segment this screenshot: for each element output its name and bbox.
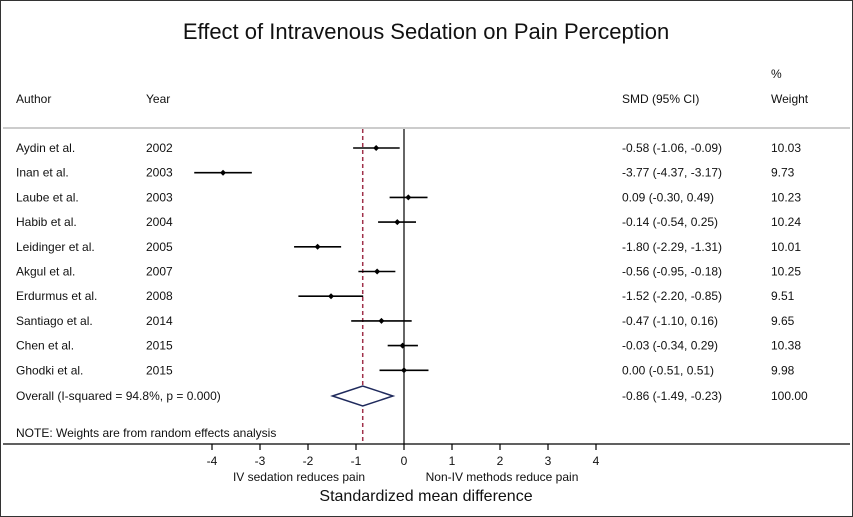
x-tick-label: 2: [497, 454, 504, 468]
study-row: Erdurmus et al. 2008 -1.52 (-2.20, -0.85) 9…: [16, 289, 795, 303]
x-tick-label: -2: [303, 454, 314, 468]
study-smd-ci: -0.47 (-1.10, 0.16): [622, 314, 718, 328]
study-smd-ci: -0.14 (-0.54, 0.25): [622, 215, 718, 229]
x-tick-label: -1: [351, 454, 362, 468]
study-point: [399, 342, 406, 349]
study-author: Erdurmus et al.: [16, 289, 97, 303]
study-point: [314, 243, 321, 250]
study-year: 2002: [146, 141, 173, 155]
weight-header: Weight: [771, 92, 809, 106]
study-weight: 9.65: [771, 314, 795, 328]
x-tick-label: 1: [449, 454, 456, 468]
study-year: 2007: [146, 265, 173, 279]
study-weight: 9.51: [771, 289, 795, 303]
study-weight: 9.98: [771, 363, 795, 377]
study-weight: 10.24: [771, 215, 801, 229]
study-point: [220, 169, 227, 176]
study-year: 2008: [146, 289, 173, 303]
left-direction-label: IV sedation reduces pain: [233, 470, 365, 484]
study-row: Inan et al. 2003 -3.77 (-4.37, -3.17) 9.73: [16, 166, 795, 180]
study-row: Santiago et al. 2014 -0.47 (-1.10, 0.16) 9.…: [16, 314, 795, 328]
study-point: [401, 367, 407, 374]
x-tick-label: -4: [207, 454, 218, 468]
study-smd-ci: -1.80 (-2.29, -1.31): [622, 240, 722, 254]
study-year: 2015: [146, 363, 173, 377]
study-weight: 10.25: [771, 265, 801, 279]
study-smd-ci: -3.77 (-4.37, -3.17): [622, 166, 722, 180]
study-row: Leidinger et al. 2005 -1.80 (-2.29, -1.31)…: [16, 240, 801, 254]
study-author: Leidinger et al.: [16, 240, 95, 254]
study-point: [373, 145, 380, 151]
study-weight: 10.23: [771, 190, 801, 204]
study-author: Laube et al.: [16, 190, 79, 204]
x-tick-label: 3: [545, 454, 552, 468]
study-point: [328, 293, 335, 300]
study-weight: 10.01: [771, 240, 801, 254]
x-tick-label: -3: [255, 454, 266, 468]
study-point: [378, 317, 385, 324]
overall-smd-ci: -0.86 (-1.49, -0.23): [622, 389, 722, 403]
x-tick-label: 0: [401, 454, 408, 468]
study-author: Santiago et al.: [16, 314, 93, 328]
note-text: NOTE: Weights are from random effects an…: [16, 426, 276, 440]
study-smd-ci: -0.56 (-0.95, -0.18): [622, 265, 722, 279]
study-author: Inan et al.: [16, 166, 69, 180]
overall-diamond: [330, 385, 396, 407]
study-smd-ci: 0.09 (-0.30, 0.49): [622, 190, 714, 204]
chart-title: Effect of Intravenous Sedation on Pain P…: [183, 19, 669, 44]
study-author: Akgul et al.: [16, 265, 75, 279]
study-smd-ci: -1.52 (-2.20, -0.85): [622, 289, 722, 303]
study-row: Ghodki et al. 2015 0.00 (-0.51, 0.51) 9.98: [16, 363, 795, 377]
study-point: [394, 219, 401, 226]
study-weight: 9.73: [771, 166, 795, 180]
study-row: Akgul et al. 2007 -0.56 (-0.95, -0.18) 10.2…: [16, 265, 801, 279]
weight-header-top: %: [771, 67, 782, 81]
author-header: Author: [16, 92, 51, 106]
year-header: Year: [146, 92, 170, 106]
smd-header: SMD (95% CI): [622, 92, 699, 106]
study-smd-ci: 0.00 (-0.51, 0.51): [622, 363, 714, 377]
study-author: Aydin et al.: [16, 141, 75, 155]
study-year: 2014: [146, 314, 173, 328]
study-smd-ci: -0.03 (-0.34, 0.29): [622, 339, 718, 353]
study-smd-ci: -0.58 (-1.06, -0.09): [622, 141, 722, 155]
study-point: [405, 194, 412, 201]
study-row: Chen et al. 2015 -0.03 (-0.34, 0.29) 10.38: [16, 339, 801, 353]
study-row: Laube et al. 2003 0.09 (-0.30, 0.49) 10.23: [16, 190, 801, 204]
study-year: 2003: [146, 166, 173, 180]
study-author: Ghodki et al.: [16, 363, 83, 377]
study-author: Habib et al.: [16, 215, 77, 229]
study-year: 2015: [146, 339, 173, 353]
overall-label: Overall (I-squared = 94.8%, p = 0.000): [16, 389, 221, 403]
study-year: 2003: [146, 190, 173, 204]
study-row: Habib et al. 2004 -0.14 (-0.54, 0.25) 10.24: [16, 215, 801, 229]
right-direction-label: Non-IV methods reduce pain: [426, 470, 579, 484]
study-point: [374, 268, 381, 275]
study-weight: 10.03: [771, 141, 801, 155]
x-tick-label: 4: [593, 454, 600, 468]
x-axis-label: Standardized mean difference: [319, 488, 532, 505]
study-weight: 10.38: [771, 339, 801, 353]
study-row: Aydin et al. 2002 -0.58 (-1.06, -0.09) 10.0…: [16, 141, 801, 155]
study-year: 2004: [146, 215, 173, 229]
overall-weight: 100.00: [771, 389, 808, 403]
study-author: Chen et al.: [16, 339, 74, 353]
study-year: 2005: [146, 240, 173, 254]
